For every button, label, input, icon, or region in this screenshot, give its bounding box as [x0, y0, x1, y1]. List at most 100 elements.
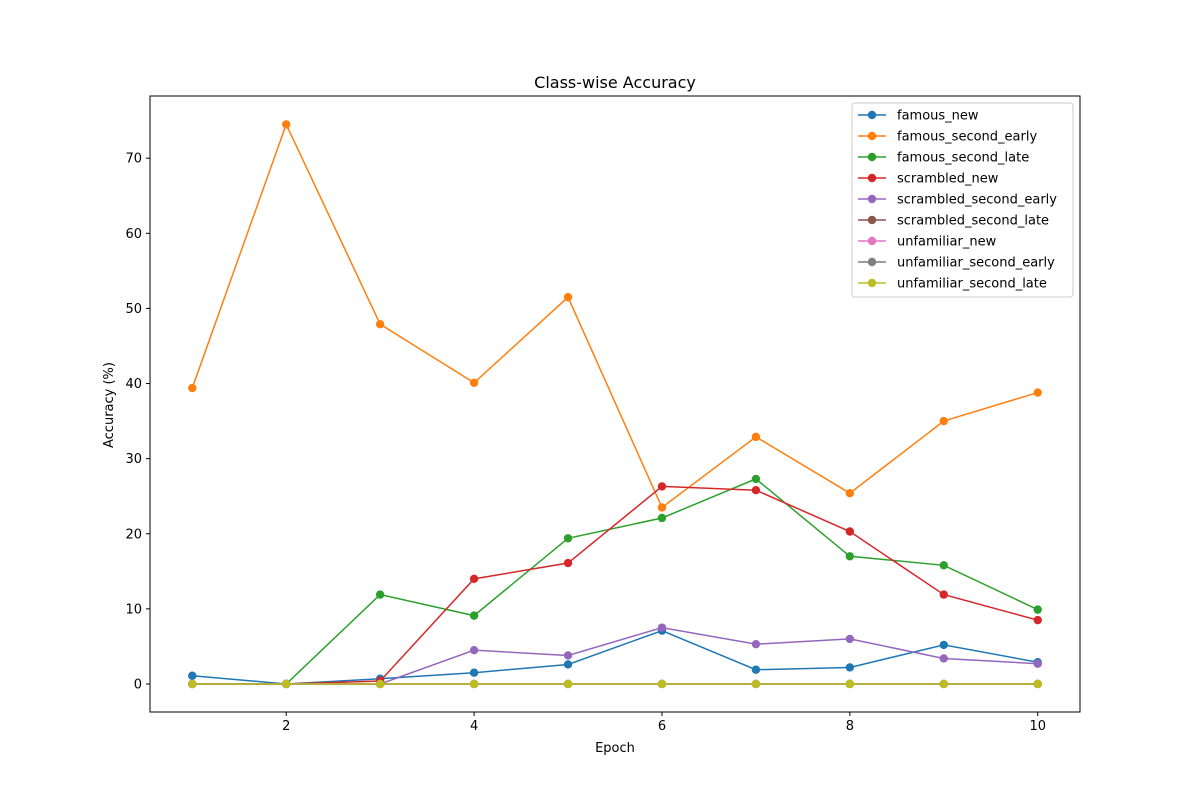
data-point	[939, 561, 948, 570]
legend-label: scrambled_second_early	[897, 193, 1057, 208]
legend-marker	[867, 215, 877, 225]
data-point	[188, 671, 197, 680]
data-point	[845, 663, 855, 672]
legend-label: unfamiliar_new	[897, 235, 997, 250]
y-tick-label: 50	[125, 302, 142, 317]
legend-marker	[867, 236, 877, 246]
legend-marker	[867, 278, 877, 288]
data-point	[939, 679, 948, 689]
series-famous-second-early	[188, 120, 1042, 512]
data-point	[751, 639, 761, 649]
series-line	[192, 478, 1039, 685]
data-point	[1033, 388, 1042, 397]
data-point	[845, 488, 855, 498]
data-point	[939, 640, 948, 650]
x-tick-label: 10	[1029, 719, 1046, 734]
chart-title: Class-wise Accuracy	[534, 73, 696, 92]
x-tick-label: 8	[846, 719, 854, 734]
data-point	[1033, 679, 1042, 689]
legend-label: famous_second_early	[897, 130, 1037, 145]
y-tick-label: 70	[125, 152, 142, 167]
y-tick-label: 40	[125, 377, 142, 392]
data-point	[469, 668, 479, 677]
legend-item: unfamiliar_second_late	[858, 277, 1047, 292]
legend-item: unfamiliar_new	[858, 235, 997, 250]
series-line	[191, 122, 1038, 509]
legend-box	[851, 102, 1074, 298]
legend-label: scrambled_second_late	[897, 214, 1049, 229]
axis-ticks: 2 4 6 8 10 0 10 20 30 40 50 60 70	[125, 152, 1046, 734]
y-tick-label: 0	[134, 677, 142, 692]
legend-marker	[867, 173, 877, 183]
legend-label: famous_second_late	[897, 151, 1029, 166]
x-tick-label: 2	[282, 719, 290, 734]
data-point	[845, 634, 855, 644]
data-point	[375, 590, 385, 599]
data-point	[469, 679, 479, 689]
data-point	[657, 623, 667, 632]
data-point	[657, 513, 667, 523]
data-point	[845, 527, 855, 536]
y-tick-label: 60	[125, 227, 142, 242]
data-point	[657, 503, 667, 512]
legend-marker	[867, 257, 877, 267]
y-axis-label: Accuracy (%)	[102, 362, 117, 448]
data-point	[1033, 659, 1042, 668]
legend-item: scrambled_second_late	[858, 214, 1049, 229]
x-tick-label: 4	[470, 719, 478, 734]
legend-item: famous_second_late	[858, 151, 1029, 166]
legend-item: unfamiliar_second_early	[858, 256, 1055, 271]
legend-marker	[867, 194, 877, 204]
legend-item: famous_second_early	[858, 130, 1037, 145]
legend-label: unfamiliar_second_late	[897, 277, 1047, 292]
data-point	[563, 651, 573, 660]
data-point	[469, 574, 479, 584]
legend-label: unfamiliar_second_early	[897, 256, 1055, 271]
data-point	[939, 416, 948, 426]
data-point	[657, 482, 667, 491]
data-point	[469, 611, 479, 620]
data-point	[1033, 615, 1042, 625]
data-point	[469, 378, 479, 387]
x-axis-label: Epoch	[595, 741, 635, 756]
legend-label: famous_new	[897, 109, 979, 124]
legend-marker	[867, 152, 877, 162]
data-point	[188, 383, 197, 393]
legend-item: scrambled_second_early	[858, 193, 1057, 208]
data-point	[751, 432, 761, 442]
series-unfamiliar-second-late	[188, 679, 1042, 689]
series-line	[192, 485, 1038, 685]
legend-marker	[867, 110, 877, 120]
legend: famous_new famous_second_early famous_seco…	[851, 102, 1074, 298]
data-point	[751, 679, 761, 689]
data-point	[939, 590, 948, 599]
plot-area	[188, 120, 1042, 689]
data-point	[188, 679, 197, 689]
data-point	[375, 679, 385, 689]
legend-label: scrambled_new	[897, 172, 999, 187]
legend-marker	[867, 131, 877, 141]
data-point	[751, 485, 761, 495]
data-point	[375, 319, 385, 329]
data-point	[751, 474, 761, 484]
data-point	[751, 665, 761, 674]
data-point	[845, 552, 855, 561]
data-point	[1033, 605, 1042, 614]
data-point	[563, 660, 573, 669]
y-tick-label: 20	[125, 527, 142, 542]
series-line	[192, 629, 1038, 685]
plot-frame	[149, 95, 1081, 713]
data-point	[657, 679, 667, 689]
data-point	[845, 679, 855, 689]
legend-item: famous_new	[858, 109, 979, 124]
y-tick-label: 30	[125, 452, 142, 467]
data-point	[469, 645, 479, 655]
x-tick-label: 6	[658, 719, 666, 734]
data-point	[939, 654, 948, 663]
data-point	[563, 679, 573, 689]
data-point	[563, 558, 573, 568]
data-point	[563, 292, 573, 302]
legend-item: scrambled_new	[858, 172, 999, 187]
data-point	[563, 534, 573, 543]
